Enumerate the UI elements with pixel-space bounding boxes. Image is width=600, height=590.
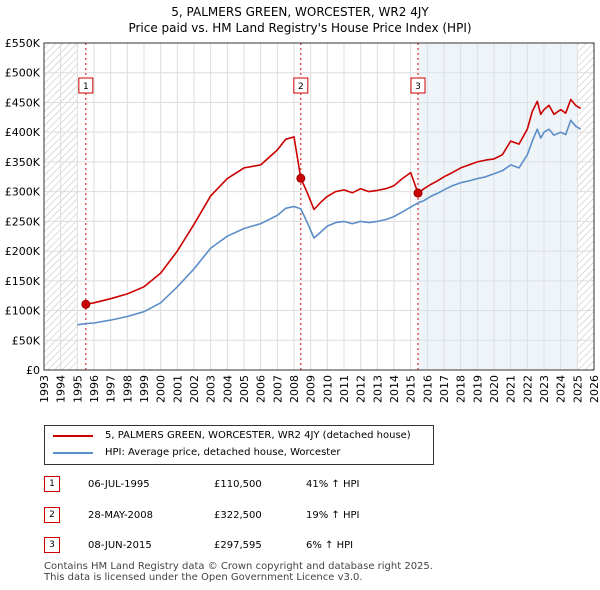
legend-label-price: 5, PALMERS GREEN, WORCESTER, WR2 4JY (de… [105,430,411,441]
x-tick-label: 2004 [221,375,234,403]
y-tick-label: £400K [5,126,41,139]
sale-marker-label: 2 [298,82,304,92]
x-tick-label: 2002 [188,375,201,403]
sale-number: 1 [44,476,60,492]
x-tick-label: 1994 [55,375,68,403]
sale-date: 08-JUN-2015 [88,540,152,551]
y-tick-label: £250K [5,215,41,228]
legend-label-hpi: HPI: Average price, detached house, Worc… [105,447,341,458]
sale-number: 3 [44,537,60,553]
sale-marker-label: 3 [415,82,421,92]
sale-number: 2 [44,507,60,523]
x-tick-label: 2003 [205,375,218,403]
x-tick-label: 2025 [571,375,584,403]
sale-hpi-change: 41% ↑ HPI [306,479,360,490]
price-series-line [85,98,582,306]
x-tick-label: 2019 [471,375,484,403]
x-tick-label: 2006 [255,375,268,403]
x-tick-label: 2005 [238,375,251,403]
chart-legend: 5, PALMERS GREEN, WORCESTER, WR2 4JY (de… [44,425,434,465]
y-tick-label: £300K [5,186,41,199]
sale-marker-box [293,77,309,94]
sale-hpi-change: 6% ↑ HPI [306,540,354,551]
x-tick-label: 2016 [421,375,434,403]
x-tick-label: 2023 [538,375,551,403]
y-tick-label: £450K [5,96,41,109]
x-tick-label: 2007 [271,375,284,403]
x-tick-label: 2017 [438,375,451,403]
x-tick-label: 2009 [305,375,318,403]
sale-date: 06-JUL-1995 [88,479,150,490]
y-tick-label: £100K [5,305,41,318]
sale-marker-box [78,77,94,94]
chart-title: 5, PALMERS GREEN, WORCESTER, WR2 4JY [171,5,429,19]
x-tick-label: 2015 [405,375,418,403]
x-tick-label: 1993 [38,375,51,403]
x-tick-label: 2022 [521,375,534,403]
y-tick-label: £150K [5,275,41,288]
legend-swatch-hpi [53,452,93,454]
x-tick-label: 1995 [71,375,84,403]
x-tick-label: 1997 [105,375,118,403]
y-tick-label: £500K [5,67,41,80]
x-tick-label: 2024 [555,375,568,403]
x-tick-label: 2000 [155,375,168,403]
x-tick-label: 1996 [88,375,101,403]
x-tick-label: 2008 [288,375,301,403]
x-tick-label: 2013 [371,375,384,403]
x-tick-label: 2021 [505,375,518,403]
x-tick-label: 2020 [488,375,501,403]
hatched-region [577,43,594,370]
plot-area [44,43,594,370]
sale-hpi-change: 19% ↑ HPI [306,510,360,521]
sale-point [296,173,306,183]
sale-price: £297,595 [214,540,262,551]
x-tick-label: 2018 [455,375,468,403]
x-tick-label: 2001 [171,375,184,403]
x-tick-label: 1999 [138,375,151,403]
sale-marker-label: 1 [83,82,89,92]
sale-price: £322,500 [214,510,262,521]
chart-subtitle: Price paid vs. HM Land Registry's House … [128,21,472,35]
hpi-series-line [77,119,582,326]
footer-note: Contains HM Land Registry data © Crown c… [44,561,433,583]
x-tick-label: 2026 [588,375,600,403]
y-tick-label: £0 [26,364,40,377]
x-tick-label: 2010 [321,375,334,403]
plot-frame [43,42,595,371]
sale-price: £110,500 [214,479,262,490]
y-tick-label: £200K [5,245,41,258]
sale-date: 28-MAY-2008 [88,510,154,521]
x-tick-label: 1998 [121,375,134,403]
y-tick-label: £350K [5,156,41,169]
sale-point [413,188,423,198]
x-tick-label: 2014 [388,375,401,403]
sale-marker-box [410,77,426,94]
sale-point [81,299,91,309]
x-tick-label: 2011 [338,375,351,403]
y-tick-label: £550K [5,37,41,50]
legend-swatch-price [53,435,93,437]
x-tick-label: 2012 [355,375,368,403]
shaded-region [418,43,578,370]
y-tick-label: £50K [12,334,41,347]
